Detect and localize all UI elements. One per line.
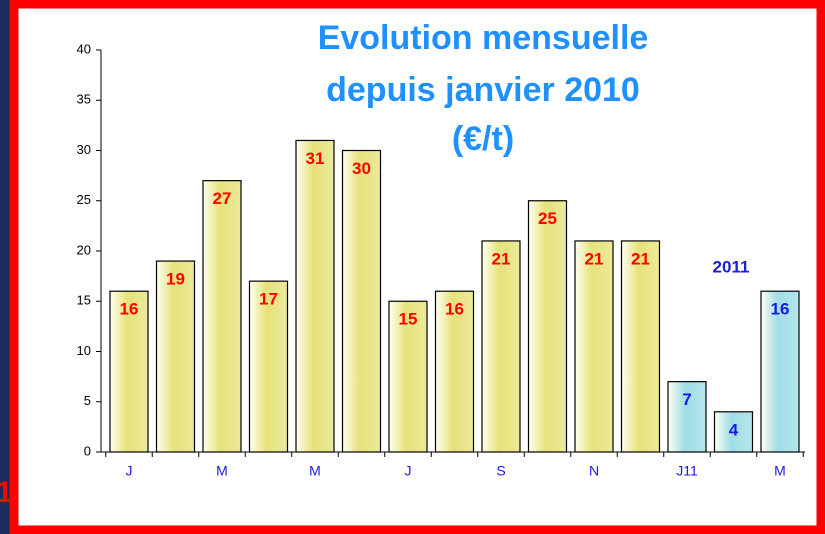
chart-title: depuis janvier 2010: [326, 71, 640, 109]
bar: [620, 240, 661, 453]
data-label: 4: [729, 420, 739, 439]
y-tick-label: 10: [77, 343, 91, 358]
data-label: 21: [631, 249, 650, 268]
x-tick-label: M: [216, 463, 228, 479]
y-tick-label: 40: [77, 41, 91, 56]
bar: [434, 290, 475, 453]
bar: [760, 290, 800, 453]
y-tick-label: 25: [77, 192, 91, 207]
data-label: 17: [259, 290, 278, 309]
data-label: 16: [120, 300, 139, 319]
data-label: 27: [213, 189, 232, 208]
bar: [527, 200, 568, 453]
y-tick-label: 15: [77, 293, 91, 308]
bar: [109, 290, 149, 453]
x-tick-label: J: [126, 463, 133, 479]
edge-strip: [0, 0, 10, 534]
data-label: 16: [445, 300, 464, 319]
x-tick-label: M: [774, 463, 786, 479]
data-label: 19: [166, 270, 185, 289]
x-tick-label: S: [496, 463, 505, 479]
bar: [155, 260, 196, 453]
data-label: 16: [771, 300, 790, 319]
chart-title: Evolution mensuelle: [318, 19, 649, 57]
data-label: 21: [585, 249, 604, 268]
data-label: 31: [306, 149, 325, 168]
y-tick-label: 0: [84, 443, 91, 458]
chart-title: (€/t): [452, 120, 514, 158]
y-tick-label: 35: [77, 92, 91, 107]
bar: [667, 381, 707, 453]
data-label: 25: [538, 209, 557, 228]
frame: [9, 0, 825, 534]
data-label: 7: [682, 390, 691, 409]
y-tick-label: 30: [77, 142, 91, 157]
annotation: 2011: [713, 257, 750, 276]
x-tick-label: J: [405, 463, 412, 479]
bar: [481, 240, 521, 453]
bar: [388, 300, 428, 453]
bar: [574, 240, 614, 453]
bar: [248, 280, 289, 453]
x-tick-label: J11: [676, 463, 698, 479]
data-label: 15: [399, 310, 418, 329]
bar: [202, 180, 242, 453]
bar: [341, 149, 382, 453]
bar: [713, 411, 754, 453]
y-tick-label: 5: [84, 393, 91, 408]
x-tick-label: N: [589, 463, 599, 479]
y-tick-label: 20: [77, 242, 91, 257]
x-tick-label: M: [309, 463, 321, 479]
data-label: 21: [492, 249, 511, 268]
bar: [295, 139, 335, 453]
data-label: 30: [352, 159, 371, 178]
